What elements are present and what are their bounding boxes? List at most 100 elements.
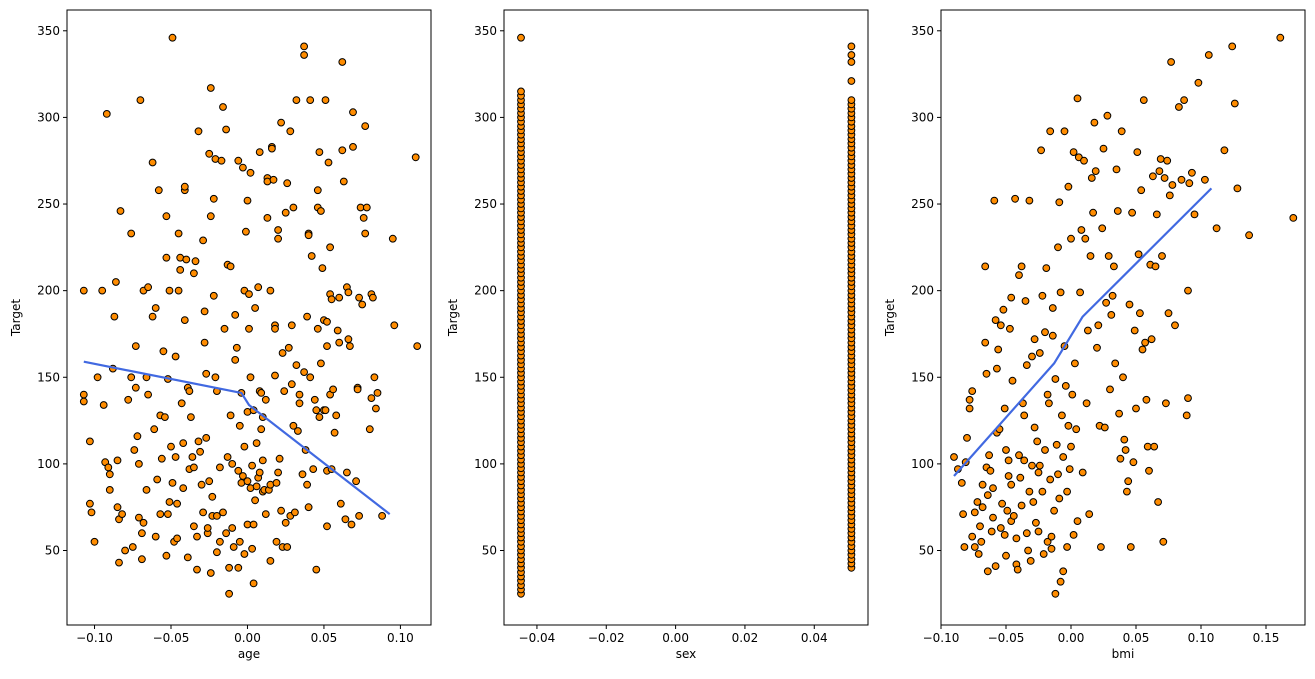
bmi-point-165: [1120, 435, 1129, 444]
bmi-point-197: [1162, 399, 1170, 408]
bmi-point-87: [1039, 550, 1048, 558]
bmi-point-153: [1104, 252, 1113, 260]
age-point-226: [300, 368, 309, 377]
age-point-137: [231, 311, 240, 319]
bmi-point-70: [1025, 487, 1034, 496]
panel-age: −0.10 −0.05 0.00 0.05 0.10 50 100 150 200 250 300…: [9, 9, 432, 661]
sex-y-tick-label: 200: [474, 284, 497, 298]
age-point-162: [248, 461, 257, 470]
bmi-point-43: [1002, 551, 1010, 560]
sex-x-tick-label: 0.02: [732, 631, 759, 645]
age-point-105: [203, 524, 212, 532]
bmi-x-tick-label: 0.00: [1058, 631, 1085, 645]
bmi-point-189: [1151, 262, 1160, 271]
bmi-y-tick-label: 150: [911, 370, 934, 384]
bmi-point-186: [1147, 335, 1156, 344]
age-point-7: [93, 373, 102, 382]
age-point-12: [104, 463, 113, 472]
bmi-point-166: [1121, 446, 1130, 454]
age-point-190: [266, 557, 275, 565]
age-point-236: [306, 373, 315, 382]
bmi-point-204: [1175, 103, 1183, 111]
age-x-ticks: −0.10 −0.05 0.00 0.05 0.10: [76, 625, 414, 645]
bmi-point-96: [1047, 532, 1056, 541]
bmi-point-175: [1133, 148, 1142, 157]
age-point-238: [309, 465, 318, 474]
age-point-295: [367, 394, 376, 403]
age-point-258: [324, 158, 333, 167]
age-point-294: [365, 425, 374, 434]
age-point-118: [213, 512, 221, 520]
bmi-point-66: [1021, 297, 1030, 305]
sex-axes-frame: [503, 9, 869, 626]
age-point-253: [321, 96, 330, 104]
bmi-point-210: [1185, 179, 1194, 188]
bmi-point-182: [1142, 395, 1151, 404]
age-point-289: [358, 300, 367, 309]
age-point-89: [190, 522, 198, 531]
sex-x-axis-label: sex: [676, 647, 697, 661]
age-point-248: [317, 359, 325, 368]
bmi-point-191: [1154, 498, 1162, 506]
age-y-tick-label: 100: [37, 457, 60, 471]
age-point-286: [355, 293, 364, 302]
bmi-point-219: [1230, 99, 1239, 108]
sex-y-tick-label: 300: [474, 110, 497, 124]
bmi-point-159: [1112, 165, 1121, 174]
bmi-point-148: [1098, 224, 1107, 233]
bmi-point-95: [1046, 475, 1055, 484]
age-point-36: [138, 555, 146, 564]
age-point-303: [390, 321, 399, 330]
age-point-99: [199, 508, 208, 517]
sex-point-117: [517, 33, 525, 42]
age-point-230: [303, 480, 312, 489]
age-point-100: [200, 307, 209, 316]
age-point-177: [257, 425, 266, 434]
bmi-point-56: [1012, 534, 1021, 543]
sex-y-ticks: 50 100 150 200 250 300 350: [474, 24, 504, 558]
age-point-33: [135, 513, 143, 522]
age-point-122: [217, 156, 226, 165]
bmi-point-187: [1149, 172, 1157, 181]
age-point-279: [346, 342, 354, 351]
age-point-30: [131, 342, 140, 351]
bmi-point-54: [1011, 194, 1019, 203]
age-x-tick-label: −0.05: [153, 631, 190, 645]
age-point-52: [156, 510, 165, 518]
age-point-262: [327, 295, 336, 304]
age-point-82: [183, 553, 192, 562]
sex-points: [517, 33, 856, 598]
age-point-239: [310, 395, 319, 404]
age-point-193: [269, 175, 278, 184]
bmi-point-21: [982, 369, 991, 378]
bmi-y-tick-label: 50: [919, 544, 934, 558]
bmi-x-tick-label: 0.05: [1123, 631, 1150, 645]
bmi-point-58: [1015, 271, 1023, 280]
bmi-point-132: [1077, 226, 1086, 234]
age-point-208: [281, 208, 290, 217]
age-point-151: [240, 442, 249, 451]
age-point-234: [304, 503, 313, 512]
age-point-69: [173, 534, 182, 543]
bmi-point-74: [1028, 352, 1036, 361]
age-point-26: [127, 229, 136, 238]
age-point-32: [133, 432, 142, 441]
bmi-point-81: [1034, 468, 1043, 477]
age-point-91: [191, 257, 200, 266]
age-point-287: [355, 512, 364, 520]
bmi-point-183: [1143, 442, 1152, 451]
bmi-point-92: [1043, 390, 1052, 399]
age-point-90: [190, 269, 198, 278]
age-point-255: [323, 342, 331, 351]
age-point-210: [283, 543, 292, 551]
age-point-267: [333, 326, 342, 335]
age-y-axis-label: Target: [9, 299, 23, 337]
age-point-270: [336, 499, 345, 508]
age-point-1: [79, 397, 88, 406]
age-point-46: [150, 425, 159, 434]
age-point-120: [216, 463, 224, 472]
bmi-fit-line: [953, 187, 1213, 477]
age-point-101: [200, 338, 209, 347]
age-point-196: [271, 371, 279, 380]
age-point-166: [249, 579, 258, 588]
